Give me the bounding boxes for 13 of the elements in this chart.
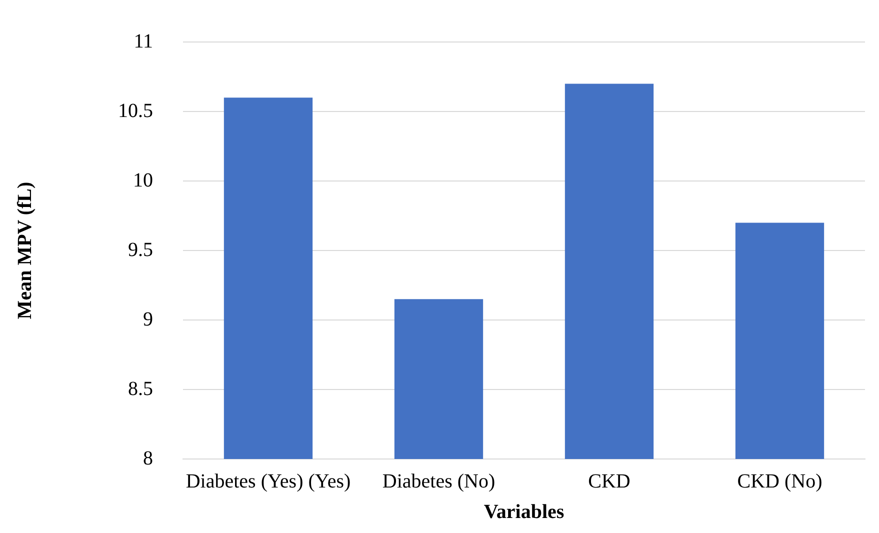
x-tick-label: CKD: [588, 470, 630, 492]
y-tick-label: 8: [143, 447, 153, 470]
y-tick-label: 10.5: [118, 100, 153, 122]
y-tick-label: 9.5: [128, 238, 153, 261]
y-axis-title: Mean MPV (fL): [14, 182, 36, 320]
y-tick-label: 11: [134, 30, 153, 52]
y-tick-label: 10: [133, 169, 153, 192]
x-axis-title: Variables: [484, 501, 564, 524]
y-tick-label: 8.5: [128, 378, 153, 400]
x-tick-label: Diabetes (Yes) (Yes): [186, 470, 351, 492]
y-tick-label: 9: [143, 308, 153, 330]
x-tick-label: CKD (No): [737, 470, 822, 492]
x-tick-label: Diabetes (No): [382, 470, 496, 492]
